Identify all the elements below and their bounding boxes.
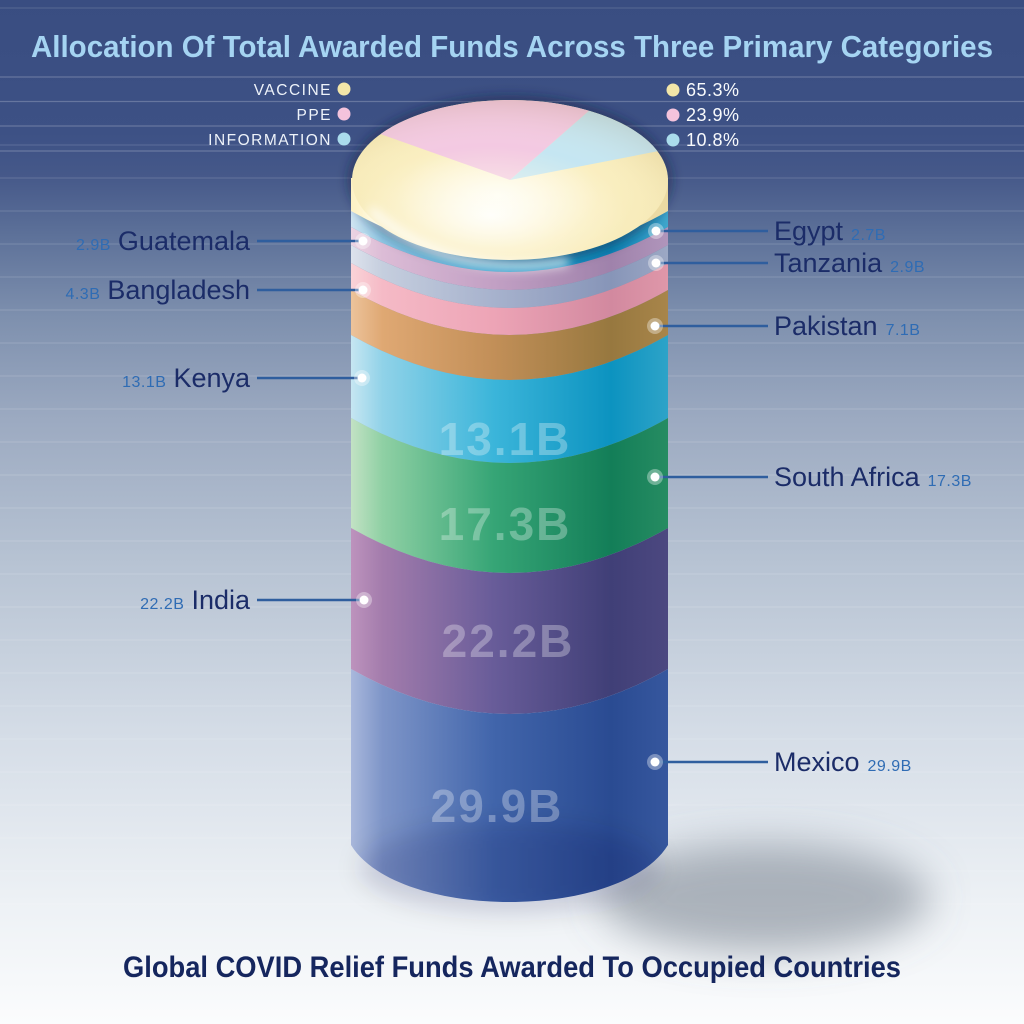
vaccine-dot-icon xyxy=(337,82,351,96)
leader-dot xyxy=(358,285,368,295)
left-labels: 2.9B Guatemala 4.3B Bangladesh 13.1B Kenya … xyxy=(65,226,372,615)
country-label: India xyxy=(191,585,251,615)
embossed-values: 13.1B 17.3B 22.2B 29.9B xyxy=(431,413,575,832)
value-label: 22.2B xyxy=(140,596,184,613)
ppe-dot-icon xyxy=(666,108,680,122)
cylinder xyxy=(351,210,668,913)
label-pakistan: Pakistan 7.1B xyxy=(647,311,920,341)
leader-dot xyxy=(650,472,660,482)
country-label: Kenya xyxy=(173,363,251,393)
segment-pakistan xyxy=(351,290,668,380)
segment-bangladesh xyxy=(351,263,668,335)
label-south-africa: South Africa 17.3B xyxy=(647,462,972,492)
information-dot-icon xyxy=(666,133,680,147)
segment-guatemala xyxy=(351,227,668,290)
rim-highlight xyxy=(368,207,570,271)
country-label: Egypt xyxy=(774,216,844,246)
leader-dot xyxy=(650,321,660,331)
vaccine-dot-icon xyxy=(666,83,680,97)
label-mexico: Mexico 29.9B xyxy=(647,747,912,777)
segment-value-south-africa: 17.3B xyxy=(439,498,572,550)
value-label: 17.3B xyxy=(928,473,972,490)
label-tanzania: Tanzania 2.9B xyxy=(648,248,925,278)
label-kenya: 13.1B Kenya xyxy=(122,363,370,393)
value-label: 7.1B xyxy=(886,322,921,339)
legend-label: INFORMATION xyxy=(208,132,332,149)
ppe-dot-icon xyxy=(337,107,351,121)
country-label: South Africa xyxy=(774,462,921,492)
legend-item-ppe: PPE 23.9% xyxy=(296,105,739,125)
label-guatemala: 2.9B Guatemala xyxy=(76,226,371,256)
legend-percent: 10.8% xyxy=(686,130,740,150)
segment-value-india: 22.2B xyxy=(442,615,575,667)
legend-label: PPE xyxy=(296,107,332,124)
value-label: 2.9B xyxy=(890,259,925,276)
leader-dot xyxy=(358,236,368,246)
country-label: Mexico xyxy=(774,747,860,777)
segment-value-kenya: 13.1B xyxy=(439,413,572,465)
leader-dot xyxy=(651,226,661,236)
leader-dot xyxy=(651,258,661,268)
segment-kenya xyxy=(351,335,668,463)
legend-item-information: INFORMATION 10.8% xyxy=(208,130,739,150)
ground-shadow xyxy=(600,843,930,953)
legend-percent: 65.3% xyxy=(686,80,740,100)
label-egypt: Egypt 2.7B xyxy=(648,216,886,246)
information-dot-icon xyxy=(337,132,351,146)
segment-india xyxy=(351,528,668,714)
country-label: Tanzania xyxy=(774,248,883,278)
page-title: Allocation Of Total Awarded Funds Across… xyxy=(31,29,993,64)
value-label: 2.7B xyxy=(851,227,886,244)
label-india: 22.2B India xyxy=(140,585,372,615)
value-label: 13.1B xyxy=(122,374,166,391)
value-label: 4.3B xyxy=(65,286,100,303)
pie-top xyxy=(347,95,673,271)
leader-dot xyxy=(359,595,369,605)
segment-tanzania xyxy=(351,245,668,308)
footer-title: Global COVID Relief Funds Awarded To Occ… xyxy=(123,951,901,984)
segment-south-africa xyxy=(351,418,668,573)
legend-item-vaccine: VACCINE 65.3% xyxy=(254,80,740,100)
pie-gloss xyxy=(352,100,668,260)
right-labels: Egypt 2.7B Tanzania 2.9B Pakistan 7.1B Sout… xyxy=(647,216,972,777)
value-label: 2.9B xyxy=(76,237,111,254)
segment-value-mexico: 29.9B xyxy=(431,780,564,832)
legend: VACCINE 65.3% PPE 23.9% INFORMATION 10.8… xyxy=(208,80,739,150)
value-label: 29.9B xyxy=(868,758,912,775)
bottom-inner-shade xyxy=(360,823,660,913)
country-label: Guatemala xyxy=(118,226,251,256)
leader-dot xyxy=(357,373,367,383)
legend-percent: 23.9% xyxy=(686,105,740,125)
country-label: Bangladesh xyxy=(107,275,250,305)
legend-label: VACCINE xyxy=(254,82,332,99)
leader-dot xyxy=(650,757,660,767)
segment-egypt xyxy=(351,210,668,272)
label-bangladesh: 4.3B Bangladesh xyxy=(65,275,371,305)
country-label: Pakistan xyxy=(774,311,878,341)
